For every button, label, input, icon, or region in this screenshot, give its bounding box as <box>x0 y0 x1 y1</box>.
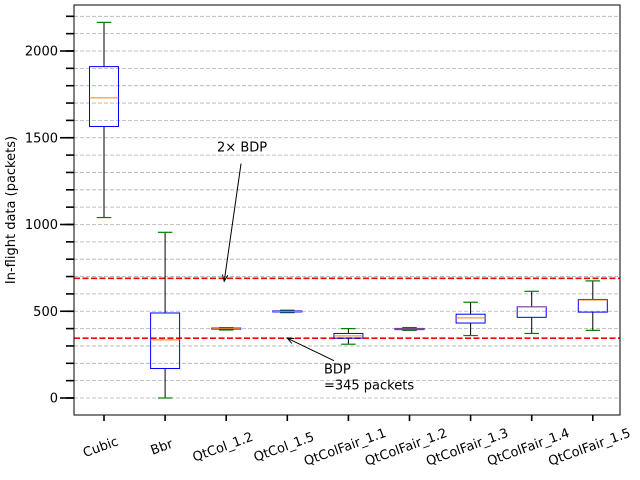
y-tick-label: 0 <box>50 392 58 407</box>
annotation-text: =345 packets <box>324 379 414 394</box>
annotation-text: BDP <box>324 363 351 378</box>
box-iqr <box>516 306 547 318</box>
y-tick-label: 500 <box>33 305 58 320</box>
box-QtColFair_1.2 <box>394 326 425 331</box>
boxes <box>89 21 608 399</box>
y-tick-label: 1500 <box>25 131 58 146</box>
x-tick-label: Cubic <box>81 434 120 461</box>
box-QtColFair_1.3 <box>455 301 486 337</box>
box-Cubic <box>89 21 119 219</box>
grid-lines <box>74 15 620 399</box>
box-QtColFair_1.5 <box>577 280 608 331</box>
x-axis: Cubic Bbr QtCol_1.2QtCol_1.5QtColFair_1.1Q… <box>81 415 633 470</box>
y-tick-label: 1000 <box>25 218 58 233</box>
box-iqr <box>150 312 181 370</box>
box-QtCol_1.2 <box>211 327 242 331</box>
box-Bbr <box>150 231 181 399</box>
plot-frame <box>73 4 621 416</box>
annotation-arrow-head <box>286 337 295 344</box>
annotation-arrow-head <box>221 274 229 283</box>
y-axis: 0 500 1000 1500 2000 <box>25 15 74 407</box>
y-tick-label: 2000 <box>25 45 58 60</box>
box-QtColFair_1.1 <box>333 328 364 345</box>
box-QtColFair_1.4 <box>516 290 547 335</box>
x-tick-label: Bbr <box>149 437 176 459</box>
box-iqr <box>577 298 608 313</box>
annotation-text: 2× BDP <box>217 141 267 156</box>
annotation-arrow <box>223 163 242 282</box>
box-iqr <box>89 66 119 127</box>
annotation-arrow <box>287 337 335 362</box>
box-QtCol_1.5 <box>272 309 303 314</box>
x-tick-label: QtCol_1.2 <box>191 430 255 466</box>
box-iqr <box>455 313 486 324</box>
y-axis-label: In-flight data (packets) <box>4 136 19 284</box>
annotations: 2× BDP BDP=345 packets <box>217 141 414 394</box>
